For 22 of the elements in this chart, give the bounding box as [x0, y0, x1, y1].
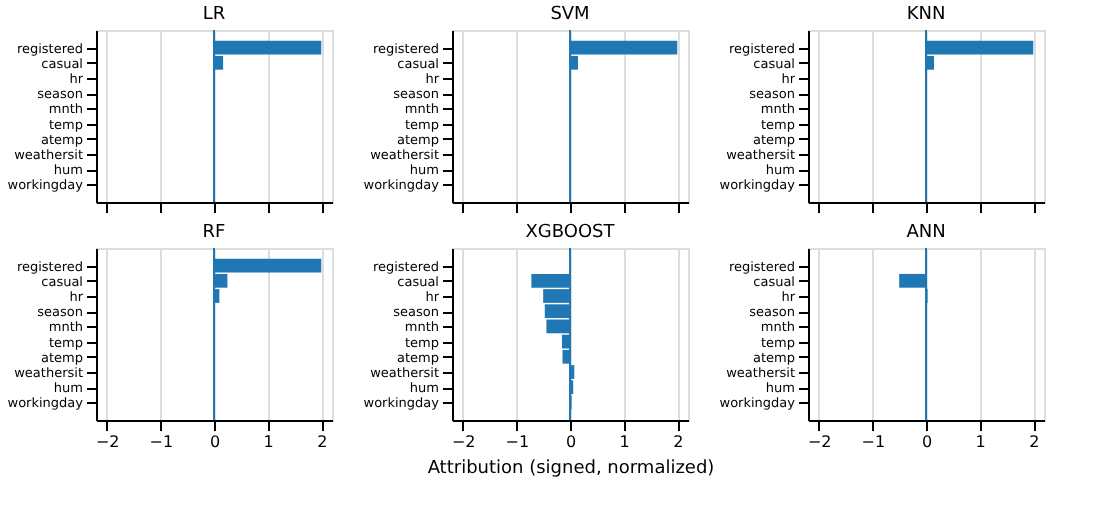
x-tick-label: 1 [619, 433, 630, 451]
chart-title: LR [202, 5, 226, 25]
chart-title: ANN [906, 223, 946, 243]
x-tick-label: −2 [807, 433, 832, 451]
x-tick-label: −2 [95, 433, 120, 451]
x-tick-label: −2 [451, 433, 476, 451]
x-tick-label: −1 [861, 433, 886, 451]
x-tick-label: 1 [263, 433, 274, 451]
x-tick-label: 2 [317, 433, 328, 451]
chart-title: XGBOOST [525, 223, 616, 243]
x-tick-label: 1 [975, 433, 986, 451]
x-tick-label: −1 [505, 433, 530, 451]
x-axis-title: Attribution (signed, normalized) [427, 459, 715, 479]
x-tick-label: −1 [149, 433, 174, 451]
x-tick-label: 2 [673, 433, 684, 451]
x-tick-label: 2 [1029, 433, 1040, 451]
x-tick-label: 0 [209, 433, 221, 451]
x-tick-label: 0 [565, 433, 577, 451]
chart-title: SVM [550, 5, 590, 25]
chart-title: RF [202, 223, 226, 243]
x-tick-label: 0 [921, 433, 933, 451]
chart-title: KNN [906, 5, 946, 25]
